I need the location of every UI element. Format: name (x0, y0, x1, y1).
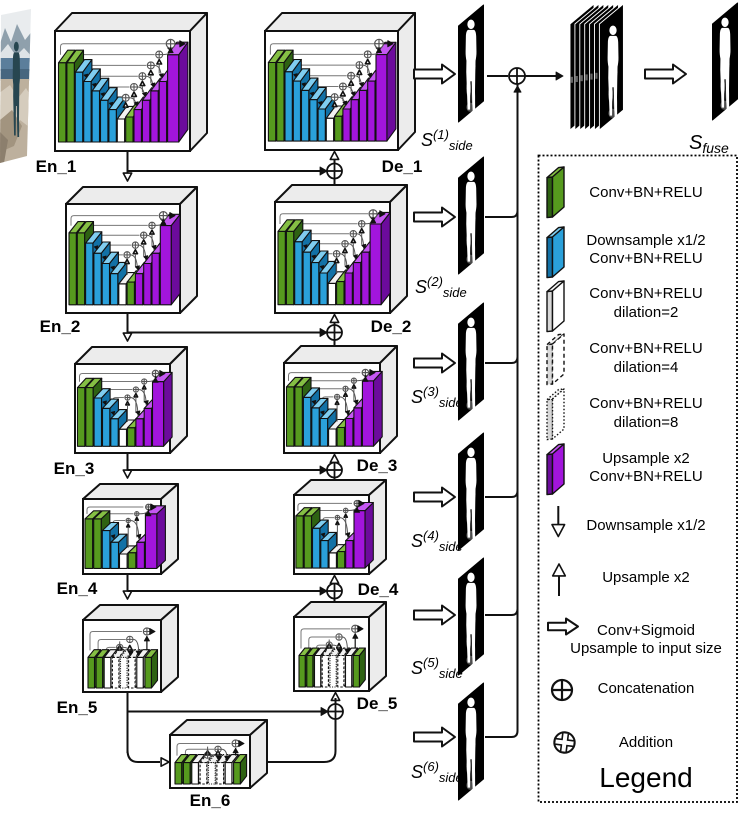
svg-text:dilation=8: dilation=8 (614, 414, 679, 431)
svg-text:De_1: De_1 (382, 157, 423, 176)
svg-text:Downsample x1/2: Downsample x1/2 (586, 232, 705, 249)
svg-text:En_2: En_2 (40, 317, 81, 336)
svg-text:En_6: En_6 (190, 791, 231, 810)
svg-text:De_2: De_2 (371, 317, 412, 336)
svg-text:Conv+BN+RELU: Conv+BN+RELU (589, 285, 702, 302)
svg-text:Conv+BN+RELU: Conv+BN+RELU (589, 468, 702, 485)
svg-text:dilation=4: dilation=4 (614, 359, 679, 376)
svg-text:Conv+BN+RELU: Conv+BN+RELU (589, 395, 702, 412)
svg-text:Upsample x2: Upsample x2 (602, 569, 690, 586)
svg-text:Concatenation: Concatenation (598, 680, 695, 697)
svg-text:Downsample x1/2: Downsample x1/2 (586, 517, 705, 534)
svg-text:Upsample to input size: Upsample to input size (570, 640, 722, 657)
svg-text:dilation=2: dilation=2 (614, 304, 679, 321)
svg-text:Upsample x2: Upsample x2 (602, 450, 690, 467)
svg-text:En_1: En_1 (36, 157, 77, 176)
svg-text:En_5: En_5 (57, 698, 98, 717)
svg-text:Conv+BN+RELU: Conv+BN+RELU (589, 184, 702, 201)
svg-text:Conv+BN+RELU: Conv+BN+RELU (589, 340, 702, 357)
svg-text:De_3: De_3 (357, 456, 398, 475)
svg-text:Legend: Legend (599, 762, 692, 793)
svg-text:De_4: De_4 (358, 580, 399, 599)
svg-text:Addition: Addition (619, 734, 673, 751)
svg-text:En_3: En_3 (54, 459, 95, 478)
svg-text:S(1)side: S(1)side (421, 127, 473, 153)
svg-text:En_4: En_4 (57, 579, 98, 598)
svg-text:Conv+BN+RELU: Conv+BN+RELU (589, 250, 702, 267)
svg-text:Conv+Sigmoid: Conv+Sigmoid (597, 622, 695, 639)
svg-text:De_5: De_5 (357, 694, 398, 713)
